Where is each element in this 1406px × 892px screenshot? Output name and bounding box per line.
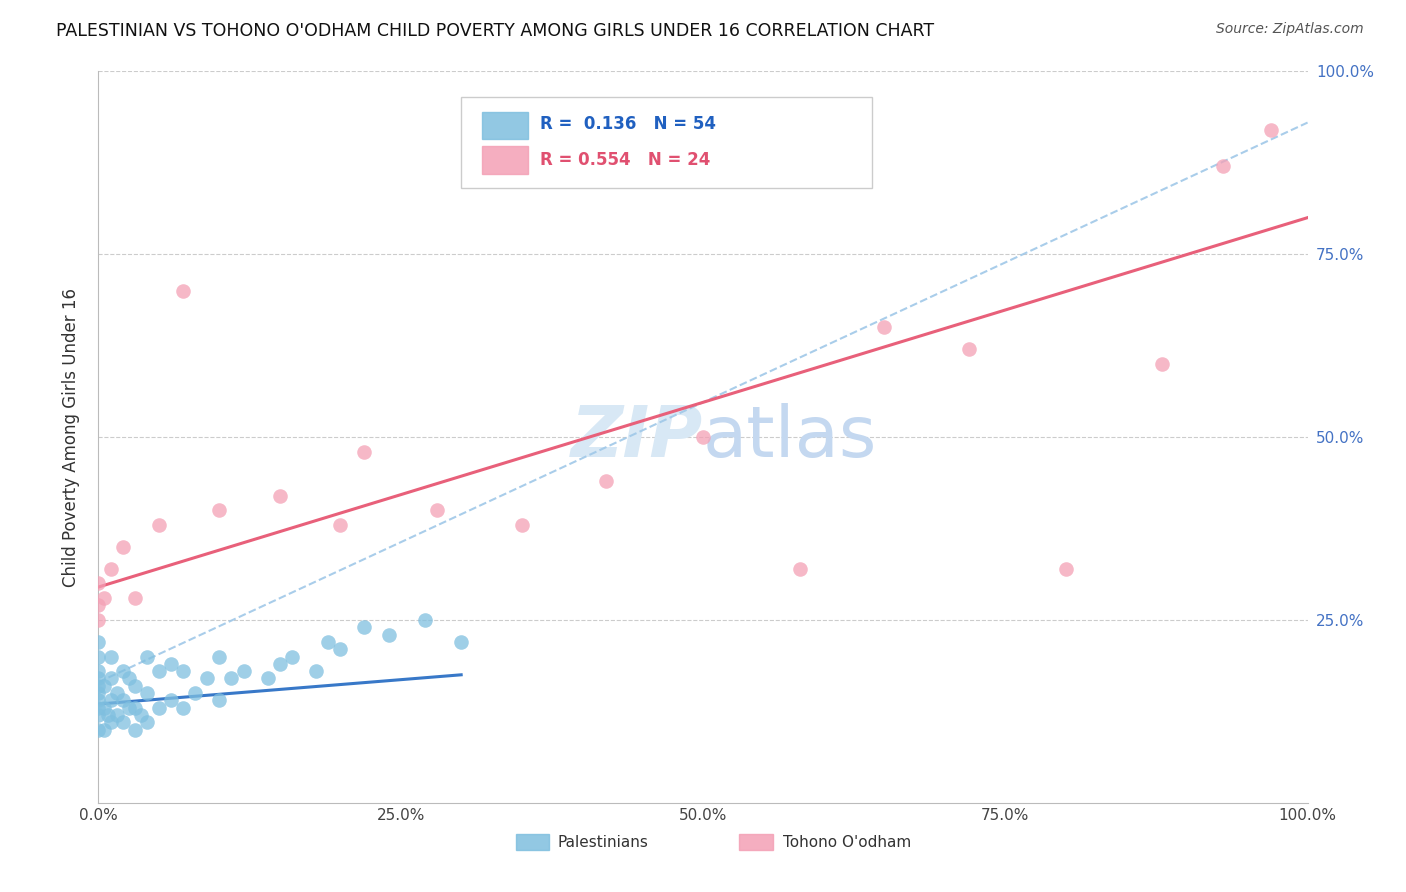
Point [184,686,207,700]
Point [87,679,110,693]
Point [100,562,122,576]
Point [208,693,231,707]
Bar [482,146,527,174]
Point [93,723,115,737]
Point [118,700,141,714]
Y-axis label: Child Poverty Among Girls Under 16: Child Poverty Among Girls Under 16 [62,287,80,587]
Point [93,679,115,693]
Point [100,649,122,664]
Point [111,540,134,554]
Point [87,700,110,714]
Point [160,657,183,671]
Text: Palestinians: Palestinians [558,835,648,850]
Point [281,649,304,664]
Point [118,672,141,686]
Point [1054,562,1077,576]
Point [87,649,110,664]
Text: R =  0.136   N = 54: R = 0.136 N = 54 [540,115,716,133]
Point [135,686,157,700]
Point [329,642,352,657]
Text: R = 0.554   N = 24: R = 0.554 N = 24 [540,151,710,169]
Point [353,444,375,458]
Point [269,657,291,671]
Point [87,686,110,700]
Point [957,343,980,357]
Point [148,517,170,532]
Point [87,664,110,678]
Bar [740,834,773,850]
Point [124,723,146,737]
Point [100,693,122,707]
Point [232,664,254,678]
Point [510,517,533,532]
Point [329,517,352,532]
Point [377,627,399,641]
Point [93,700,115,714]
Point [87,576,110,591]
Point [413,613,436,627]
Point [111,664,134,678]
Point [595,474,617,488]
Point [124,700,146,714]
Point [135,649,157,664]
Text: Tohono O'odham: Tohono O'odham [783,835,911,850]
Point [148,700,170,714]
Point [353,620,375,634]
Point [789,562,811,576]
Point [208,503,231,517]
FancyBboxPatch shape [461,97,872,188]
Point [172,664,194,678]
Point [111,715,134,730]
Point [221,672,243,686]
Point [692,430,714,444]
Point [1212,160,1234,174]
Point [87,672,110,686]
Text: ZIP: ZIP [571,402,703,472]
Point [160,693,183,707]
Point [1260,123,1282,137]
Point [873,320,896,334]
Text: PALESTINIAN VS TOHONO O'ODHAM CHILD POVERTY AMONG GIRLS UNDER 16 CORRELATION CHA: PALESTINIAN VS TOHONO O'ODHAM CHILD POVE… [56,22,935,40]
Point [87,693,110,707]
Point [316,635,339,649]
Point [105,686,128,700]
Point [124,679,146,693]
Point [172,284,194,298]
Point [105,708,128,723]
Point [87,708,110,723]
Point [256,672,278,686]
Text: Source: ZipAtlas.com: Source: ZipAtlas.com [1216,22,1364,37]
Point [148,664,170,678]
Point [208,649,231,664]
Point [450,635,472,649]
Point [111,693,134,707]
Point [172,700,194,714]
Point [97,708,120,723]
Point [195,672,218,686]
Point [100,672,122,686]
Point [135,715,157,730]
Point [124,591,146,605]
Point [305,664,328,678]
Bar [516,834,550,850]
Point [87,599,110,613]
Text: atlas: atlas [703,402,877,472]
Point [87,613,110,627]
Point [93,591,115,605]
Bar [482,112,527,139]
Point [100,715,122,730]
Point [129,708,152,723]
Point [87,723,110,737]
Point [1152,357,1174,371]
Point [426,503,449,517]
Point [269,489,291,503]
Point [87,635,110,649]
